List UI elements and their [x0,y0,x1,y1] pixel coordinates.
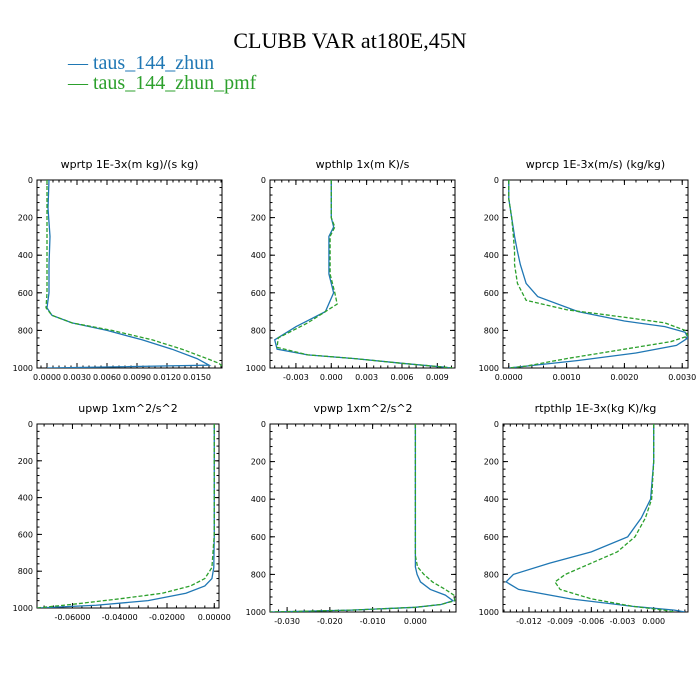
x-tick-label: -0.030 [274,617,300,626]
panel-title: wprcp 1E-3x(m/s) (kg/kg) [526,158,665,171]
chart-panel-2: wpthlp 1x(m K)/s -0.003 0.000 0.003 0.006 0.0… [246,158,456,382]
figure-title: CLUBB VAR at180E,45N [233,28,467,53]
y-tick-label: 0 [28,420,33,429]
plot-frame [502,179,689,369]
x-tick-label: -0.02000 [149,613,185,622]
series-line-zhun-pmf [276,180,453,368]
y-tick-label: 1000 [246,364,266,373]
series-line-zhun [505,424,685,612]
x-tick-label: 0.0120 [153,373,181,382]
y-tick-label: 400 [251,495,266,504]
y-tick-label: 0 [494,176,499,185]
x-tick-label: -0.010 [360,617,386,626]
x-tick-label: 0.0090 [123,373,151,382]
x-tick-label: 0.000 [320,373,343,382]
legend-entry-zhun: — taus_144_zhun [68,52,215,74]
y-tick-label: 800 [251,326,266,335]
series-line-zhun [508,180,688,368]
x-tick-label: 0.0060 [93,373,121,382]
y-tick-label: 1000 [13,604,33,613]
y-tick-label: 200 [484,458,499,467]
x-tick-label: -0.006 [578,617,604,626]
series-line-zhun-pmf [554,424,675,612]
y-tick-label: 400 [484,495,499,504]
y-tick-label: 0 [494,420,499,429]
x-tick-label: -0.04000 [102,613,138,622]
x-tick-label: 0.0010 [553,373,581,382]
x-tick-label: 0.00000 [198,613,231,622]
y-tick-label: 800 [18,326,33,335]
y-tick-label: 600 [18,289,33,298]
y-tick-label: 1000 [479,364,499,373]
chart-panel-3: wprcp 1E-3x(m/s) (kg/kg) 0.0000 0.0010 0.00… [479,158,697,382]
y-tick-label: 200 [18,457,33,466]
series-line-zhun-pmf [37,424,215,608]
x-tick-label: 0.0030 [668,373,696,382]
series-line-zhun-pmf [270,424,456,612]
y-tick-label: 0 [261,176,266,185]
x-tick-label: -0.06000 [54,613,90,622]
x-tick-label: 0.0000 [33,373,61,382]
y-tick-label: 800 [251,570,266,579]
y-tick-label: 1000 [246,608,266,617]
y-tick-label: 0 [28,176,33,185]
x-tick-label: 0.003 [355,373,378,382]
series-line-zhun-pmf [508,180,688,368]
panel-title: vpwp 1xm^2/s^2 [313,402,412,415]
panel-title: rtpthlp 1E-3x(kg K)/kg [535,402,657,415]
y-tick-label: 0 [261,420,266,429]
legend-entry-zhun-pmf: — taus_144_zhun_pmf [68,72,257,94]
plot-frame [36,179,223,369]
x-tick-label: 0.009 [426,373,449,382]
x-tick-label: 0.0000 [495,373,523,382]
chart-panel-4: upwp 1xm^2/s^2 -0.06000 -0.04000 -0.02000 0.… [13,402,231,622]
x-tick-label: 0.000 [404,617,427,626]
y-tick-label: 600 [484,533,499,542]
y-tick-label: 400 [484,251,499,260]
x-tick-label: 0.0020 [610,373,638,382]
plot-frame [269,179,456,369]
y-tick-label: 800 [18,567,33,576]
y-tick-label: 800 [484,326,499,335]
panel-title: wprtp 1E-3x(m kg)/(s kg) [61,158,199,171]
y-tick-label: 600 [251,289,266,298]
plot-frame [269,423,457,613]
y-tick-label: 1000 [479,608,499,617]
series-line-zhun [270,424,455,612]
y-tick-label: 200 [18,214,33,223]
x-tick-label: -0.012 [516,617,542,626]
x-tick-label: -0.009 [547,617,573,626]
y-tick-label: 600 [18,530,33,539]
chart-panel-6: rtpthlp 1E-3x(kg K)/kg -0.012 -0.009 -0.006… [479,402,689,626]
x-tick-label: 0.0150 [183,373,211,382]
plot-frame [502,423,689,613]
x-tick-label: -0.003 [283,373,309,382]
x-tick-label: 0.000 [642,617,665,626]
y-tick-label: 400 [18,494,33,503]
x-tick-label: 0.006 [391,373,414,382]
panel-title: wpthlp 1x(m K)/s [316,158,410,171]
plot-frame [36,423,220,609]
x-tick-label: -0.020 [317,617,343,626]
y-tick-label: 600 [484,289,499,298]
x-tick-label: -0.003 [610,617,636,626]
series-line-zhun [37,424,215,608]
y-tick-label: 1000 [13,364,33,373]
series-line-zhun [46,180,212,368]
y-tick-label: 200 [251,458,266,467]
y-tick-label: 400 [251,251,266,260]
y-tick-label: 400 [18,251,33,260]
series-line-zhun [273,180,452,368]
y-tick-label: 800 [484,570,499,579]
y-tick-label: 200 [484,214,499,223]
panel-title: upwp 1xm^2/s^2 [78,402,178,415]
y-tick-label: 600 [251,533,266,542]
x-tick-label: 0.0030 [63,373,91,382]
chart-panel-5: vpwp 1xm^2/s^2 -0.030 -0.020 -0.010 0.000 0 20… [246,402,457,626]
chart-panel-1: wprtp 1E-3x(m kg)/(s kg)0.0000 0.0030 0.00… [13,158,223,382]
y-tick-label: 200 [251,214,266,223]
series-line-zhun-pmf [45,180,222,367]
